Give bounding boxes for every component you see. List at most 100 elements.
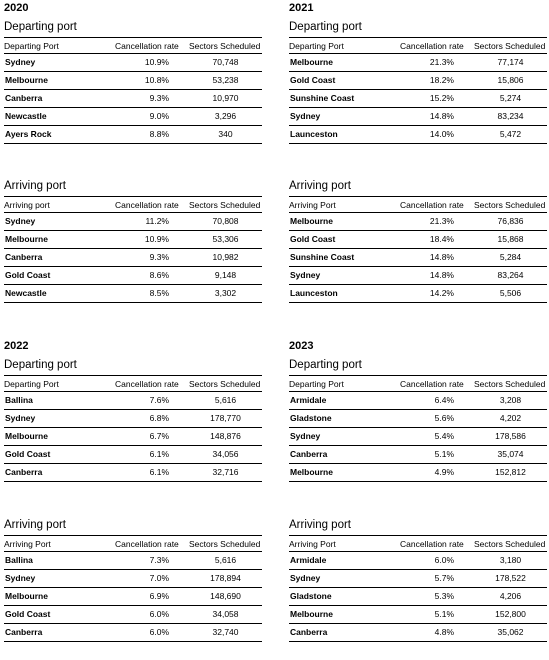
sectors-scheduled-cell: 34,058 — [189, 605, 262, 624]
table-row: Newcastle 9.0% 3,296 — [4, 107, 262, 126]
table-row: Gold Coast 18.2% 15,806 — [289, 71, 547, 90]
cancellation-rate-cell: 4.9% — [400, 463, 474, 482]
cancellation-rate-cell: 7.0% — [115, 569, 189, 588]
cancellation-rate-cell: 6.1% — [115, 463, 189, 482]
sectors-scheduled-cell: 53,238 — [189, 71, 262, 90]
port-name-cell: Sydney — [289, 427, 400, 446]
header-sectors-scheduled: Sectors Scheduled — [474, 41, 546, 51]
sectors-scheduled-cell: 34,056 — [189, 445, 262, 464]
port-name-cell: Launceston — [289, 125, 400, 144]
cancellation-rate-cell: 6.4% — [400, 391, 474, 410]
header-sectors-scheduled: Sectors Scheduled — [474, 539, 546, 549]
sectors-scheduled-cell: 83,234 — [474, 107, 547, 126]
cancellation-rate-cell: 9.3% — [115, 248, 189, 267]
sectors-scheduled-cell: 178,522 — [474, 569, 547, 588]
cancellation-rate-cell: 9.3% — [115, 89, 189, 108]
sectors-scheduled-cell: 152,800 — [474, 605, 547, 624]
port-name-cell: Gold Coast — [289, 230, 400, 249]
table-row: Sydney 14.8% 83,234 — [289, 107, 547, 126]
port-name-cell: Sydney — [4, 569, 115, 588]
header-cancellation-rate: Cancellation rate — [115, 41, 179, 51]
header-port: Departing Port — [289, 41, 344, 51]
cancellation-rate-cell: 5.7% — [400, 569, 474, 588]
sectors-scheduled-cell: 178,894 — [189, 569, 262, 588]
port-name-cell: Launceston — [289, 284, 400, 303]
departing-port-table: Departing Port Cancellation rate Sectors… — [4, 38, 262, 144]
header-port: Arriving Port — [289, 539, 336, 549]
table-row: Canberra 5.1% 35,074 — [289, 445, 547, 464]
port-name-cell: Sydney — [4, 409, 115, 428]
cancellation-rate-cell: 10.9% — [115, 53, 189, 72]
sectors-scheduled-cell: 5,472 — [474, 125, 547, 144]
header-port: Departing Port — [289, 379, 344, 389]
port-name-cell: Melbourne — [4, 587, 115, 606]
port-name-cell: Melbourne — [289, 212, 400, 231]
table-row: Sydney 5.7% 178,522 — [289, 569, 547, 588]
port-name-cell: Melbourne — [4, 71, 115, 90]
table-row: Melbourne 6.7% 148,876 — [4, 427, 262, 446]
arriving-port-table: Arriving Port Cancellation rate Sectors … — [4, 536, 262, 642]
sectors-scheduled-cell: 3,302 — [189, 284, 262, 303]
port-name-cell: Melbourne — [4, 230, 115, 249]
port-name-cell: Canberra — [4, 248, 115, 267]
year-block-2023-arriving: Arriving port Arriving Port Cancellation… — [289, 518, 547, 642]
header-cancellation-rate: Cancellation rate — [400, 539, 464, 549]
cancellation-rate-cell: 14.8% — [400, 266, 474, 285]
port-name-cell: Melbourne — [4, 427, 115, 446]
port-name-cell: Melbourne — [289, 605, 400, 624]
header-port: Arriving Port — [4, 539, 51, 549]
section-title: Arriving port — [4, 519, 66, 531]
arriving-port-table: Arriving port Cancellation rate Sectors … — [4, 197, 262, 303]
table-row: Gold Coast 8.6% 9,148 — [4, 266, 262, 285]
sectors-scheduled-cell: 32,740 — [189, 623, 262, 642]
header-cancellation-rate: Cancellation rate — [400, 200, 464, 210]
header-cancellation-rate: Cancellation rate — [115, 539, 179, 549]
cancellation-rate-cell: 18.2% — [400, 71, 474, 90]
sectors-scheduled-cell: 15,806 — [474, 71, 547, 90]
year-heading: 2022 — [4, 340, 29, 352]
cancellation-rate-cell: 6.0% — [400, 551, 474, 570]
departing-port-table: Departing Port Cancellation rate Sectors… — [289, 376, 547, 482]
table-row: Canberra 6.0% 32,740 — [4, 623, 262, 642]
port-name-cell: Sunshine Coast — [289, 248, 400, 267]
table-row: Melbourne 10.9% 53,306 — [4, 230, 262, 249]
table-row: Ayers Rock 8.8% 340 — [4, 125, 262, 144]
cancellation-rate-cell: 21.3% — [400, 53, 474, 72]
table-row: Canberra 6.1% 32,716 — [4, 463, 262, 482]
cancellation-rate-cell: 5.3% — [400, 587, 474, 606]
table-row: Gladstone 5.3% 4,206 — [289, 587, 547, 606]
sectors-scheduled-cell: 5,284 — [474, 248, 547, 267]
cancellation-rate-cell: 14.8% — [400, 248, 474, 267]
sectors-scheduled-cell: 148,690 — [189, 587, 262, 606]
header-sectors-scheduled: Sectors Scheduled — [189, 41, 261, 51]
sectors-scheduled-cell: 178,770 — [189, 409, 262, 428]
header-sectors-scheduled: Sectors Scheduled — [474, 200, 546, 210]
header-cancellation-rate: Cancellation rate — [400, 379, 464, 389]
table-row: Melbourne 21.3% 76,836 — [289, 212, 547, 231]
section-title: Departing port — [289, 21, 362, 33]
port-name-cell: Canberra — [4, 463, 115, 482]
year-block-2020-departing: 2020 Departing port Departing Port Cance… — [4, 2, 262, 144]
cancellation-rate-cell: 6.0% — [115, 605, 189, 624]
table-row: Gold Coast 6.0% 34,058 — [4, 605, 262, 624]
sectors-scheduled-cell: 70,808 — [189, 212, 262, 231]
sectors-scheduled-cell: 15,868 — [474, 230, 547, 249]
sectors-scheduled-cell: 10,982 — [189, 248, 262, 267]
sectors-scheduled-cell: 77,174 — [474, 53, 547, 72]
table-row: Ballina 7.6% 5,616 — [4, 391, 262, 410]
table-row: Newcastle 8.5% 3,302 — [4, 284, 262, 303]
table-row: Gladstone 5.6% 4,202 — [289, 409, 547, 428]
year-block-2022-departing: 2022 Departing port Departing Port Cance… — [4, 340, 262, 482]
header-port: Departing Port — [4, 379, 59, 389]
year-block-2021-arriving: Arriving port Arriving Port Cancellation… — [289, 179, 547, 303]
port-name-cell: Gold Coast — [4, 445, 115, 464]
sectors-scheduled-cell: 5,274 — [474, 89, 547, 108]
port-name-cell: Sydney — [289, 266, 400, 285]
port-name-cell: Sydney — [289, 107, 400, 126]
table-row: Canberra 9.3% 10,982 — [4, 248, 262, 267]
section-title: Arriving port — [289, 519, 351, 531]
table-row: Gold Coast 6.1% 34,056 — [4, 445, 262, 464]
port-name-cell: Ayers Rock — [4, 125, 115, 144]
cancellation-rate-cell: 6.7% — [115, 427, 189, 446]
table-row: Melbourne 21.3% 77,174 — [289, 53, 547, 72]
